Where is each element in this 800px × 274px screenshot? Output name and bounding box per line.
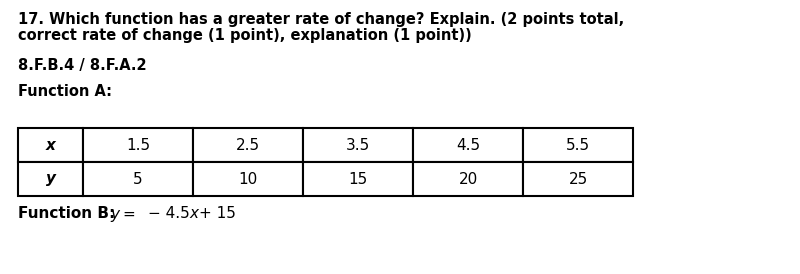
Bar <box>193 128 303 162</box>
Text: x: x <box>46 138 55 153</box>
Bar <box>18 128 83 162</box>
Bar <box>413 162 523 196</box>
Text: 4.5: 4.5 <box>456 138 480 153</box>
Text: 15: 15 <box>348 172 368 187</box>
Bar <box>303 128 413 162</box>
Text: 1.5: 1.5 <box>126 138 150 153</box>
Bar <box>523 128 633 162</box>
Text: 5.5: 5.5 <box>566 138 590 153</box>
Text: 20: 20 <box>458 172 478 187</box>
Bar <box>18 162 83 196</box>
Text: 3.5: 3.5 <box>346 138 370 153</box>
Text: 8.F.B.4 / 8.F.A.2: 8.F.B.4 / 8.F.A.2 <box>18 58 146 73</box>
Text: x: x <box>189 207 198 221</box>
Text: =: = <box>122 207 134 221</box>
Text: correct rate of change (1 point), explanation (1 point)): correct rate of change (1 point), explan… <box>18 28 472 43</box>
Bar <box>83 162 193 196</box>
Text: 25: 25 <box>568 172 588 187</box>
Text: 5: 5 <box>133 172 143 187</box>
Text: + 15: + 15 <box>199 207 236 221</box>
Bar <box>193 162 303 196</box>
Bar <box>303 162 413 196</box>
Bar <box>523 162 633 196</box>
Text: y: y <box>46 172 55 187</box>
Text: 17. Which function has a greater rate of change? Explain. (2 points total,: 17. Which function has a greater rate of… <box>18 12 624 27</box>
Text: Function B:: Function B: <box>18 207 115 221</box>
Bar <box>83 128 193 162</box>
Text: − 4.5: − 4.5 <box>148 207 190 221</box>
Text: 10: 10 <box>238 172 258 187</box>
Text: 2.5: 2.5 <box>236 138 260 153</box>
Text: y: y <box>110 207 119 221</box>
Text: Function A:: Function A: <box>18 84 112 99</box>
Bar <box>413 128 523 162</box>
